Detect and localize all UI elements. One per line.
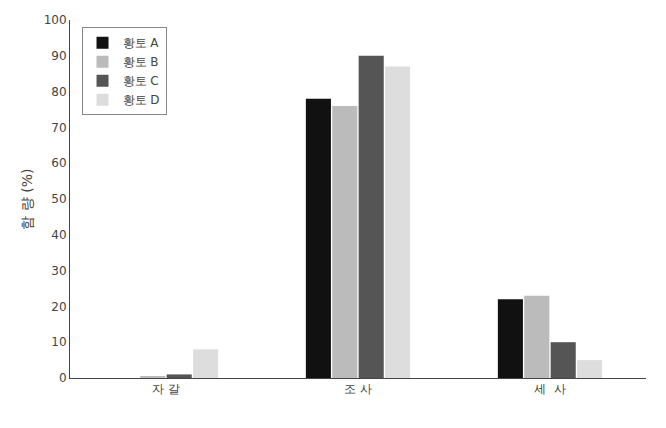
svg-text:자 갈: 자 갈 [152, 382, 180, 396]
svg-text:60: 60 [51, 156, 66, 170]
svg-text:90: 90 [51, 49, 66, 63]
svg-text:100: 100 [44, 13, 67, 27]
svg-text:0: 0 [59, 371, 67, 385]
svg-text:50: 50 [51, 192, 66, 206]
svg-text:황토 D: 황토 D [123, 93, 160, 107]
svg-text:세 사: 세 사 [534, 382, 566, 396]
svg-text:40: 40 [51, 228, 66, 242]
svg-text:20: 20 [51, 300, 66, 314]
svg-text:함 량 (%): 함 량 (%) [19, 168, 35, 229]
svg-text:30: 30 [51, 264, 66, 278]
svg-text:80: 80 [51, 85, 66, 99]
svg-text:조 사: 조 사 [344, 382, 372, 396]
svg-text:황토 C: 황토 C [123, 74, 159, 88]
svg-text:10: 10 [51, 335, 66, 349]
svg-text:70: 70 [51, 121, 66, 135]
svg-text:황토 B: 황토 B [123, 55, 159, 69]
svg-text:황토 A: 황토 A [123, 36, 160, 50]
